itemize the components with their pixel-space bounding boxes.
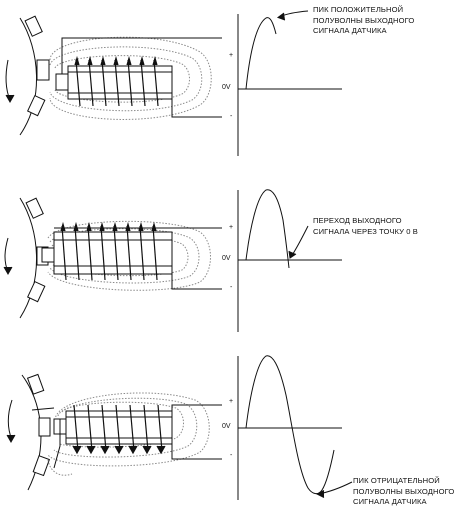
signal-waveform: [245, 355, 335, 495]
reluctor-wheel: [21, 373, 55, 491]
waveform-axes: [237, 356, 342, 500]
lead-wire-negative: [171, 274, 222, 290]
annotation-line: ПОЛУВОЛНЫ ВЫХОДНОГО: [353, 486, 455, 496]
annotation-line: ПЕРЕХОД ВЫХОДНОГО: [313, 216, 402, 225]
signal-waveform: [245, 17, 277, 90]
axis-plus-label: +: [229, 224, 234, 231]
coil-winding: [60, 221, 158, 281]
annotation-negative-peak: ПИК ОТРИЦАТЕЛЬНОЙ ПОЛУВОЛНЫ ВЫХОДНОГО СИ…: [353, 476, 454, 508]
coil-winding: [74, 55, 159, 107]
axis-zero-label: 0V: [222, 255, 231, 262]
panel-1: [5, 10, 342, 156]
lead-wire-positive: [61, 37, 222, 74]
rotation-arrow: [5, 59, 11, 101]
annotation-zero-crossing: ПЕРЕХОД ВЫХОДНОГО СИГНАЛА ЧЕРЕЗ ТОЧКУ 0 …: [313, 216, 418, 237]
annotation-line: СИГНАЛА ЧЕРЕЗ ТОЧКУ 0 В: [313, 226, 418, 236]
axis-plus-label: +: [229, 52, 234, 59]
panel-3: [6, 355, 353, 500]
annotation-line: СИГНАЛА ДАТЧИКА: [313, 26, 387, 35]
axis-minus-label: -: [230, 284, 233, 291]
annotation-arrow: [276, 10, 309, 21]
rotation-arrowhead: [5, 94, 15, 104]
axis-minus-label: -: [230, 113, 233, 120]
axis-plus-label: +: [229, 398, 234, 405]
annotation-line: СИГНАЛА ДАТЧИКА: [353, 497, 427, 506]
rotation-arrow: [7, 399, 13, 441]
magnetic-field-lines: [49, 36, 212, 120]
sensor-body: [41, 231, 173, 275]
waveform-axes: [237, 14, 342, 156]
axis-zero-label: 0V: [222, 423, 231, 430]
axis-minus-label: -: [230, 452, 233, 459]
reluctor-wheel: [19, 197, 49, 319]
annotation-line: ПИК ПОЛОЖИТЕЛЬНОЙ: [313, 5, 404, 14]
waveform-axes: [237, 190, 342, 332]
rotation-arrowhead: [3, 266, 13, 276]
lead-wire-top: [171, 404, 222, 411]
panel-2: [3, 189, 342, 332]
magnetic-field-lines: [47, 220, 211, 291]
signal-waveform: [245, 189, 290, 269]
lead-wire-negative: [171, 444, 222, 460]
reluctor-wheel: [19, 15, 50, 136]
rotation-arrow: [4, 237, 9, 273]
annotation-arrow: [288, 225, 309, 259]
lead-wire-positive: [53, 419, 61, 469]
annotation-arrow: [315, 481, 353, 498]
axis-zero-label: 0V: [222, 84, 231, 91]
rotation-arrowhead: [6, 434, 16, 444]
sensor-body: [53, 410, 173, 445]
annotation-positive-peak: ПИК ПОЛОЖИТЕЛЬНОЙ ПОЛУВОЛНЫ ВЫХОДНОГО СИ…: [313, 5, 414, 37]
lead-wire-negative: [171, 99, 222, 118]
coil-winding: [72, 404, 166, 455]
annotation-line: ПИК ОТРИЦАТЕЛЬНОЙ: [353, 476, 440, 485]
annotation-line: ПОЛУВОЛНЫ ВЫХОДНОГО: [313, 15, 415, 25]
